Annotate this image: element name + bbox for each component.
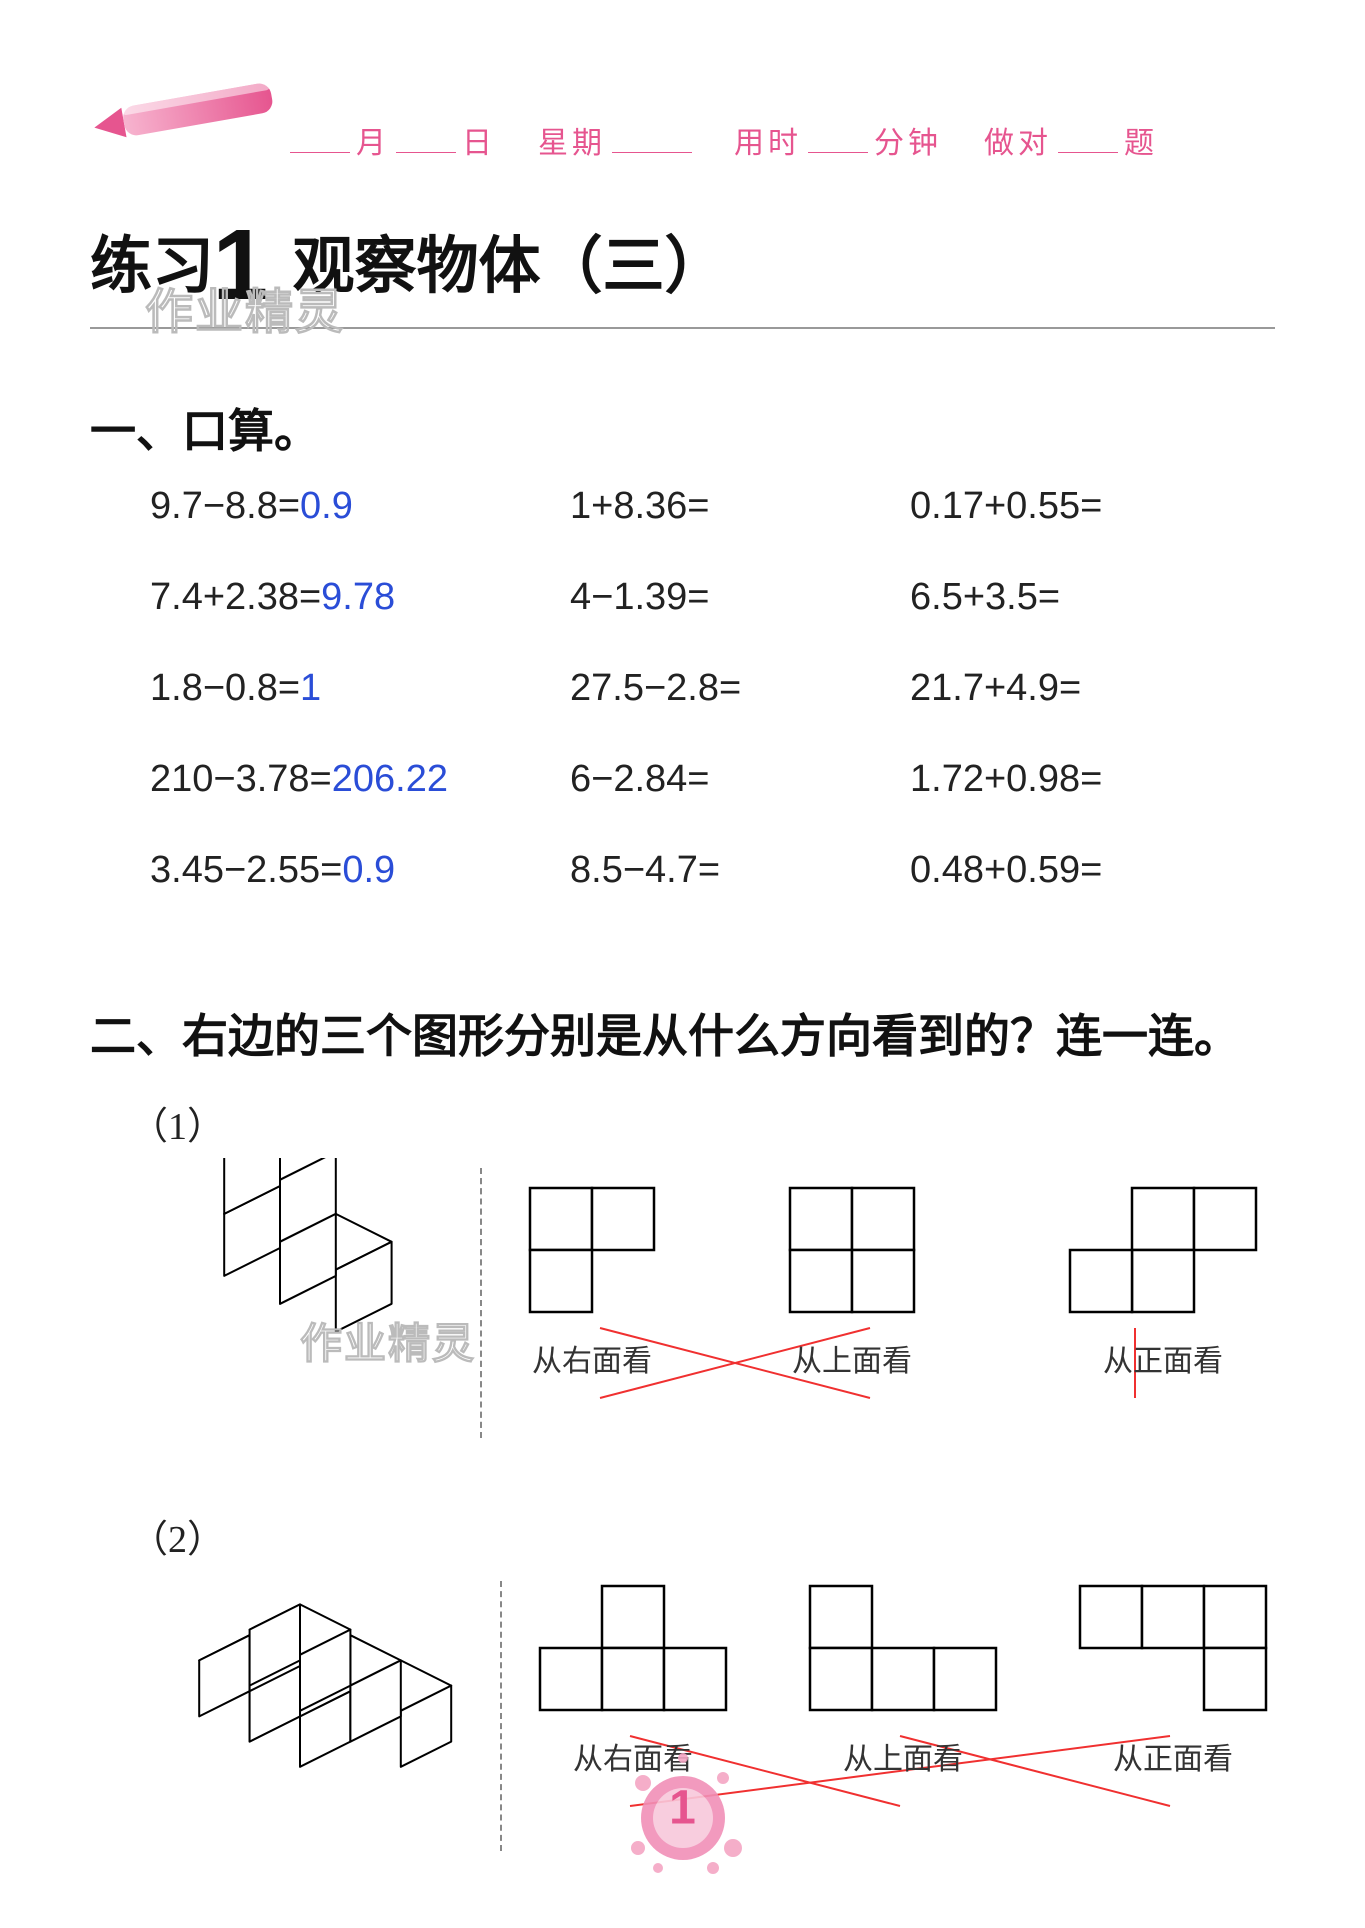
title-number: 1: [212, 225, 268, 305]
view-label: 从正面看: [1113, 1734, 1233, 1778]
footer-page-badge: 1: [603, 1728, 763, 1888]
sub-label-2: （2）: [130, 1508, 1280, 1563]
section2-heading: 二、右边的三个图形分别是从什么方向看到的？连一连。: [90, 1000, 1240, 1066]
calc-item: 210−3.78=206.22: [150, 758, 570, 801]
calc-item: 9.7−8.8=0.9: [150, 485, 570, 528]
view-label: 从上面看: [843, 1734, 963, 1778]
title-exercise: 练习: [90, 215, 214, 305]
sub-label-1: （1）: [130, 1095, 1280, 1150]
view-label: 从上面看: [792, 1336, 912, 1380]
calc-item: 3.45−2.55=0.9: [150, 849, 570, 892]
calc-item: 27.5−2.8=: [570, 667, 910, 710]
page-number: 1: [669, 1781, 696, 1836]
calc-item: 6−2.84=: [570, 758, 910, 801]
header-row: 月日星期用时分钟做对题: [90, 100, 1275, 180]
pencil-icon: [90, 70, 300, 165]
calc-item: 1.72+0.98=: [910, 758, 1250, 801]
calc-item: 8.5−4.7=: [570, 849, 910, 892]
diagram-row-1: 从右面看 从上面看 从正面看: [130, 1158, 1280, 1468]
header-fields: 月日星期用时分钟做对题: [290, 118, 1158, 162]
page-root: 月日星期用时分钟做对题 练习 1 观察物体（三） 作业精灵 一、口算。 9.7−…: [0, 0, 1365, 1928]
title-row: 练习 1 观察物体（三）: [90, 215, 1275, 329]
calc-item: 6.5+3.5=: [910, 576, 1250, 619]
calc-item: 21.7+4.9=: [910, 667, 1250, 710]
calc-grid: 9.7−8.8=0.91+8.36=0.17+0.55= 7.4+2.38=9.7…: [150, 485, 1275, 892]
calc-item: 0.48+0.59=: [910, 849, 1250, 892]
diagram-svg-1: [130, 1158, 1280, 1468]
calc-item: 4−1.39=: [570, 576, 910, 619]
calc-item: 0.17+0.55=: [910, 485, 1250, 528]
section1-heading: 一、口算。: [90, 395, 320, 461]
calc-item: 1.8−0.8=1: [150, 667, 570, 710]
view-label: 从正面看: [1103, 1336, 1223, 1380]
calc-item: 7.4+2.38=9.78: [150, 576, 570, 619]
calc-item: 1+8.36=: [570, 485, 910, 528]
view-label: 从右面看: [532, 1336, 652, 1380]
title-subtitle: 观察物体（三）: [293, 232, 727, 301]
